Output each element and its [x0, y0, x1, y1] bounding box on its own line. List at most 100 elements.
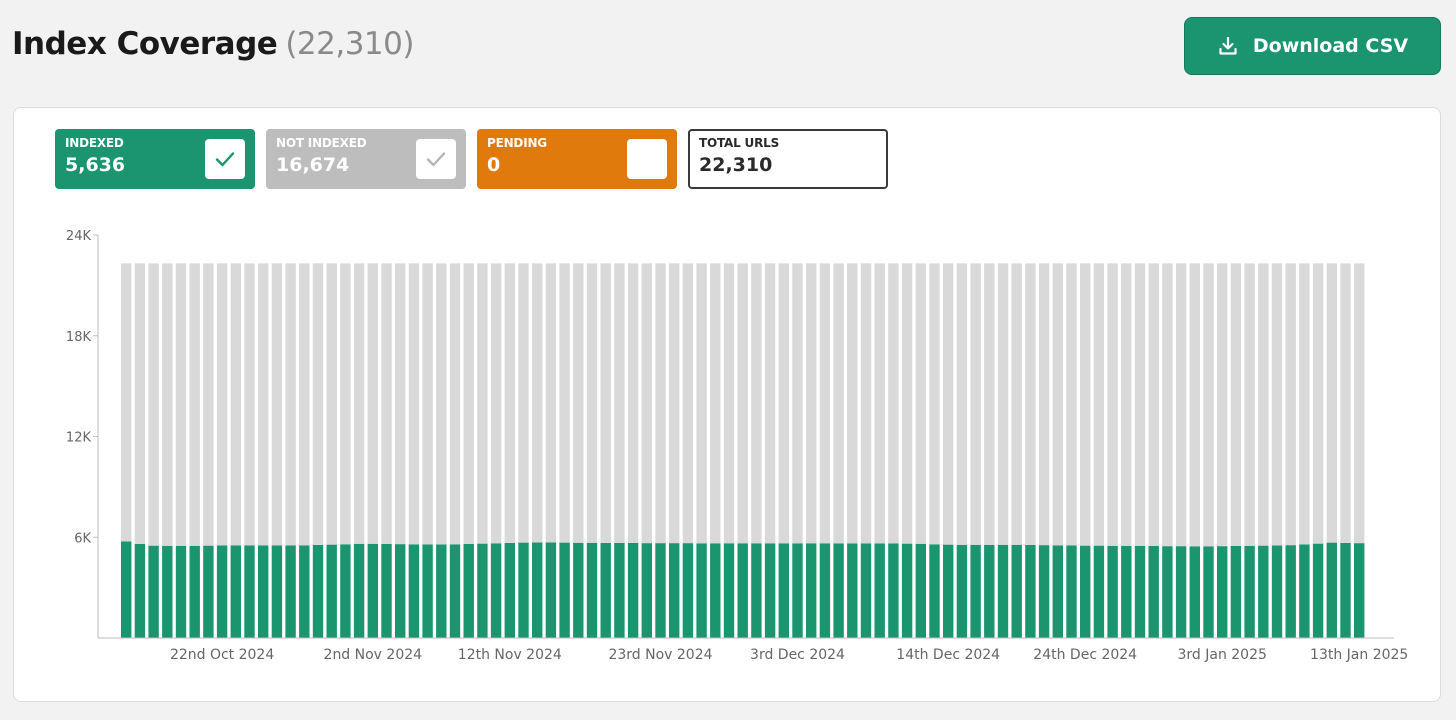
bar-indexed: [956, 544, 968, 638]
x-tick-label: 13th Jan 2025: [1310, 647, 1408, 663]
bar-not-indexed: [710, 263, 721, 544]
x-tick-label: 24th Dec 2024: [1033, 647, 1137, 663]
bar-not-indexed: [121, 263, 132, 542]
bar-not-indexed: [408, 263, 420, 545]
bar-indexed: [1340, 542, 1351, 638]
not-indexed-checkbox[interactable]: [416, 139, 456, 179]
not-indexed-value: 16,674: [276, 154, 350, 176]
bar-not-indexed: [1354, 263, 1365, 544]
pending-filter-tile[interactable]: PENDING 0: [477, 129, 677, 189]
bar-indexed: [627, 542, 639, 638]
x-tick-label: 2nd Nov 2024: [324, 647, 423, 663]
bar-indexed: [1189, 546, 1200, 638]
bar-not-indexed: [299, 263, 310, 546]
bar-not-indexed: [312, 263, 324, 545]
bar-indexed: [367, 543, 378, 638]
bar-indexed: [422, 544, 433, 638]
bar-not-indexed: [984, 263, 995, 545]
indexed-filter-tile[interactable]: INDEXED 5,636: [55, 129, 255, 189]
bar-indexed: [751, 543, 762, 638]
bar-not-indexed: [970, 263, 981, 545]
bar-indexed: [1052, 545, 1063, 638]
bar-not-indexed: [353, 263, 365, 544]
total-urls-value: 22,310: [699, 154, 773, 176]
bar-not-indexed: [1025, 263, 1036, 545]
bar-indexed: [860, 543, 872, 638]
bar-indexed: [1148, 545, 1159, 638]
bar-indexed: [121, 541, 132, 638]
bar-indexed: [545, 542, 557, 638]
bar-not-indexed: [764, 263, 776, 544]
bar-indexed: [299, 545, 310, 638]
y-tick-label: 12K: [66, 431, 92, 446]
bar-not-indexed: [655, 263, 666, 544]
bar-not-indexed: [148, 263, 159, 546]
bar-indexed: [477, 543, 488, 638]
bar-indexed: [806, 543, 817, 638]
bar-indexed: [929, 544, 940, 638]
bar-indexed: [778, 543, 789, 638]
bar-indexed: [901, 543, 913, 638]
pending-checkbox[interactable]: [627, 139, 667, 179]
bar-not-indexed: [518, 263, 529, 543]
bar-indexed: [216, 545, 228, 638]
bar-not-indexed: [1038, 263, 1050, 546]
bar-indexed: [285, 545, 296, 638]
bar-indexed: [518, 542, 529, 638]
bar-indexed: [915, 543, 926, 638]
coverage-bar-chart: 6K 12K 18K 24K 22nd Oct 2024 2nd Nov 2024 12th…: [66, 229, 1408, 663]
bar-not-indexed: [162, 263, 173, 546]
bar-indexed: [764, 543, 776, 638]
bar-not-indexed: [1011, 263, 1022, 545]
bar-not-indexed: [1052, 263, 1063, 546]
bar-indexed: [326, 544, 337, 638]
bar-not-indexed: [600, 263, 611, 543]
not-indexed-filter-tile[interactable]: NOT INDEXED 16,674: [266, 129, 466, 189]
bar-not-indexed: [285, 263, 296, 546]
bar-indexed: [710, 543, 721, 638]
bar-indexed: [230, 545, 241, 638]
bar-indexed: [203, 545, 214, 638]
bar-indexed: [1203, 546, 1214, 638]
bar-not-indexed: [723, 263, 735, 544]
not-indexed-label: NOT INDEXED: [276, 136, 367, 150]
bar-not-indexed: [806, 263, 817, 544]
bar-indexed: [353, 543, 365, 638]
bar-not-indexed: [1299, 263, 1310, 545]
bar-indexed: [1066, 545, 1077, 638]
bar-indexed: [1093, 545, 1105, 638]
bar-indexed: [559, 542, 570, 638]
bar-not-indexed: [463, 263, 474, 544]
x-tick-label: 3rd Jan 2025: [1177, 647, 1266, 663]
bar-indexed: [888, 543, 899, 638]
bar-indexed: [1134, 545, 1146, 638]
bar-not-indexed: [1134, 263, 1146, 546]
x-tick-label: 14th Dec 2024: [896, 647, 1000, 663]
bar-not-indexed: [1189, 263, 1200, 547]
bar-not-indexed: [627, 263, 639, 543]
check-icon: [426, 152, 446, 167]
bar-not-indexed: [929, 263, 940, 545]
bar-not-indexed: [422, 263, 433, 545]
bar-not-indexed: [203, 263, 214, 546]
bar-indexed: [408, 544, 420, 638]
bar-not-indexed: [573, 263, 584, 543]
bar-not-indexed: [1326, 263, 1337, 543]
bar-indexed: [1175, 546, 1187, 638]
bar-not-indexed: [778, 263, 789, 544]
indexed-label: INDEXED: [65, 136, 124, 150]
y-tick-label: 6K: [74, 531, 91, 546]
indexed-checkbox[interactable]: [205, 139, 245, 179]
bar-indexed: [819, 543, 831, 638]
bar-not-indexed: [669, 263, 680, 544]
bar-not-indexed: [271, 263, 283, 546]
bar-not-indexed: [189, 263, 200, 546]
bar-not-indexed: [888, 263, 899, 544]
bar-not-indexed: [874, 263, 885, 544]
bar-not-indexed: [258, 263, 269, 546]
bar-not-indexed: [477, 263, 488, 544]
bar-indexed: [1326, 542, 1337, 638]
download-csv-button[interactable]: Download CSV: [1184, 17, 1441, 75]
y-tick-label: 24K: [66, 229, 92, 244]
